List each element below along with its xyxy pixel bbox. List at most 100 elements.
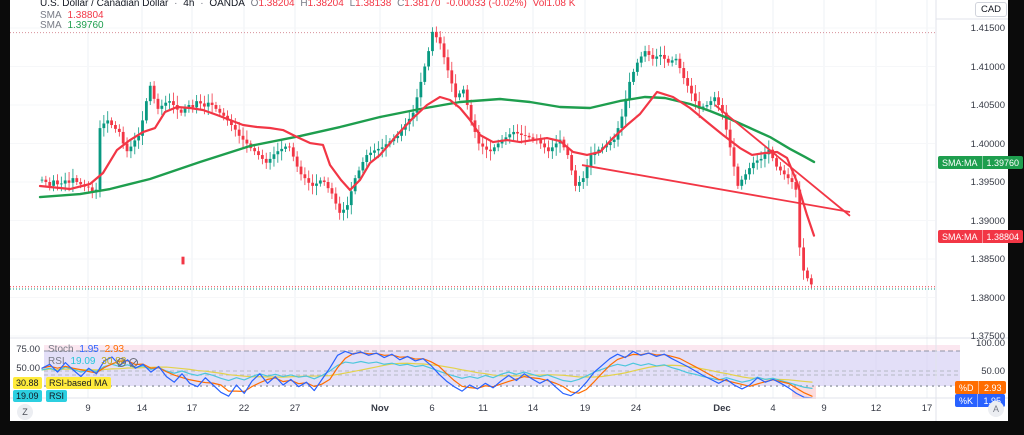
candle-body	[291, 147, 295, 157]
candle-body	[230, 120, 233, 126]
candle-body	[295, 156, 299, 167]
candle-body	[369, 152, 373, 156]
candle-body	[523, 135, 527, 136]
stoch-d-line[interactable]	[41, 351, 813, 397]
candle-body	[798, 189, 802, 248]
candle-body	[396, 135, 400, 139]
candle-body	[214, 105, 218, 109]
candle-body	[202, 103, 206, 107]
candle-body	[728, 129, 732, 148]
sma-label: SMA	[40, 10, 62, 21]
hide-indicator-icon[interactable]	[129, 358, 138, 367]
sma-fast-line[interactable]	[38, 90, 816, 237]
candle-body	[651, 54, 655, 59]
candle-body	[446, 57, 450, 71]
candle-body	[775, 158, 778, 167]
rsi-line[interactable]	[41, 360, 813, 389]
symbol-legend[interactable]: U.S. Dollar / Canadian Dollar · 4h · OAN…	[40, 0, 578, 9]
candle-body	[280, 148, 284, 152]
sma-slow-value: 1.39760	[67, 20, 104, 31]
candle-body	[693, 93, 697, 102]
osc-left-tick: 75.00	[16, 344, 40, 355]
separator: ·	[174, 0, 178, 9]
candle-body	[206, 102, 210, 107]
candle-body	[373, 150, 376, 153]
candle-body	[519, 133, 523, 136]
candle-body	[233, 125, 237, 130]
candle-body	[624, 98, 628, 117]
candle-body	[782, 170, 786, 175]
candle-body	[581, 178, 585, 182]
candle-body	[717, 97, 720, 105]
candle-body	[187, 105, 191, 109]
candle-body	[330, 188, 334, 194]
candle-body	[183, 108, 187, 113]
rsi-legend[interactable]: RSI 19.09 30.88	[48, 356, 129, 367]
stoch-k-line[interactable]	[41, 350, 813, 399]
candle-body	[137, 135, 141, 141]
candle-body	[326, 182, 330, 189]
trendline[interactable]	[581, 164, 851, 213]
time-tick-label: Nov	[371, 403, 389, 414]
candle-body	[334, 193, 338, 204]
candle-body	[288, 146, 291, 148]
candle-body	[577, 182, 581, 186]
rsi-ma-value: 30.88	[101, 356, 127, 367]
candle-body	[570, 155, 574, 171]
candle-body	[744, 174, 748, 180]
candle-body	[709, 101, 713, 105]
rsi-value: 19.09	[70, 356, 96, 367]
candle-body	[748, 168, 751, 175]
stray-marker	[181, 256, 185, 265]
rsi-ma-line[interactable]	[41, 362, 813, 383]
candle-body	[71, 178, 75, 183]
candle-body	[705, 105, 709, 107]
candle-body	[218, 108, 222, 113]
candle-body	[492, 147, 496, 152]
candle-body	[357, 170, 361, 179]
currency-chip[interactable]: CAD	[975, 2, 1007, 17]
candle-body	[469, 105, 473, 121]
candle-body	[98, 128, 102, 190]
candle-body	[114, 125, 117, 129]
candle-body	[299, 166, 303, 175]
sma-slow-legend[interactable]: SMA 1.39760	[40, 20, 107, 31]
candle-body	[585, 166, 589, 179]
rsi-ma-name-badge: RSI-based MA	[46, 377, 111, 389]
time-tick-label: 11	[478, 403, 488, 414]
candle-body	[454, 83, 458, 98]
trendline[interactable]	[714, 104, 851, 217]
rsi-label: RSI	[48, 356, 65, 367]
candle-body	[253, 148, 257, 152]
candle-body	[736, 166, 740, 186]
timezone-button[interactable]: A	[988, 401, 1004, 417]
candle-body	[400, 129, 403, 136]
logo-button[interactable]: Z	[17, 404, 33, 420]
candle-body	[639, 56, 643, 63]
candle-body	[751, 162, 755, 169]
exchange-label: OANDA	[209, 0, 245, 9]
time-tick-label: 24	[630, 403, 642, 414]
candle-body	[755, 160, 759, 163]
candle-body	[75, 178, 79, 182]
stoch-legend[interactable]: Stoch 1.95 2.93	[48, 344, 127, 355]
sma-fast-legend[interactable]: SMA 1.38804	[40, 10, 107, 21]
high-value: 1.38204	[307, 0, 344, 9]
candle-body	[415, 97, 419, 113]
candle-body	[272, 154, 276, 159]
candle-body	[655, 56, 659, 59]
candle-body	[531, 137, 535, 139]
close-value: 1.38170	[404, 0, 441, 9]
sma-slow-line[interactable]	[38, 95, 816, 199]
candle-body	[411, 112, 415, 119]
candle-body	[438, 37, 442, 44]
candle-body	[349, 191, 353, 206]
candle-body	[110, 120, 113, 126]
hide-indicator-icon[interactable]	[117, 358, 126, 367]
candle-body	[516, 131, 519, 134]
interval-label[interactable]: 4h	[183, 0, 195, 9]
candle-body	[763, 154, 767, 159]
candle-body	[489, 149, 492, 152]
